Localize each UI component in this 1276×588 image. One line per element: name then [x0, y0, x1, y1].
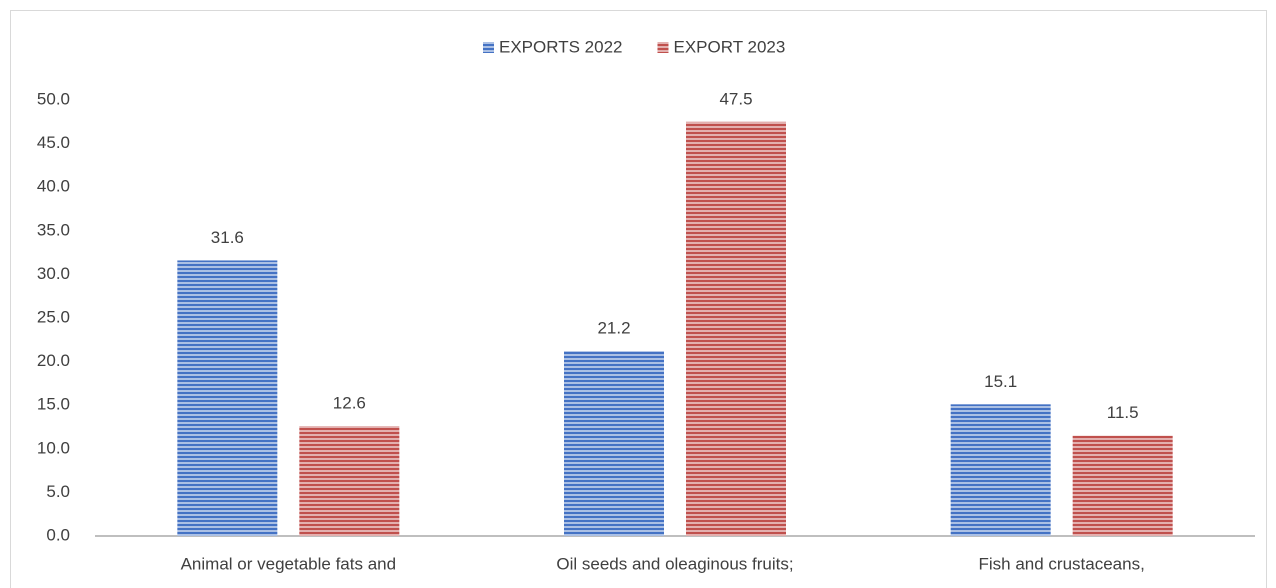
- y-tick-label: 45.0: [37, 133, 70, 152]
- y-tick-label: 10.0: [37, 438, 70, 457]
- bar: [686, 121, 786, 537]
- bar: [950, 404, 1051, 536]
- y-tick-label: 35.0: [37, 220, 70, 239]
- y-tick-label: 20.0: [37, 351, 70, 370]
- y-tick-label: 5.0: [46, 482, 70, 501]
- y-tick-label: 25.0: [37, 307, 70, 326]
- y-tick-label: 0.0: [46, 525, 70, 544]
- legend-label: EXPORT 2023: [673, 37, 785, 56]
- x-tick-label: Fish and crustaceans,: [979, 554, 1145, 573]
- bar: [177, 260, 278, 536]
- y-tick-label: 15.0: [37, 395, 70, 414]
- data-label: 11.5: [1107, 403, 1139, 422]
- bar: [564, 351, 664, 536]
- bar: [1072, 435, 1173, 536]
- data-label: 12.6: [333, 394, 366, 413]
- data-label: 47.5: [719, 89, 752, 108]
- y-tick-label: 50.0: [37, 89, 70, 108]
- data-label: 15.1: [984, 372, 1017, 391]
- data-label: 31.6: [211, 228, 244, 247]
- legend-label: EXPORTS 2022: [499, 37, 622, 56]
- y-tick-label: 40.0: [37, 177, 70, 196]
- legend: EXPORTS 2022 EXPORT 2023: [483, 37, 785, 56]
- x-tick-label: Oil seeds and oleaginous fruits;: [556, 554, 793, 573]
- y-tick-label: 30.0: [37, 264, 70, 283]
- bar: [299, 426, 400, 536]
- legend-swatch: [657, 42, 669, 53]
- legend-swatch: [483, 42, 494, 53]
- data-label: 21.2: [597, 319, 630, 338]
- x-tick-label: Animal or vegetable fats and: [181, 554, 396, 573]
